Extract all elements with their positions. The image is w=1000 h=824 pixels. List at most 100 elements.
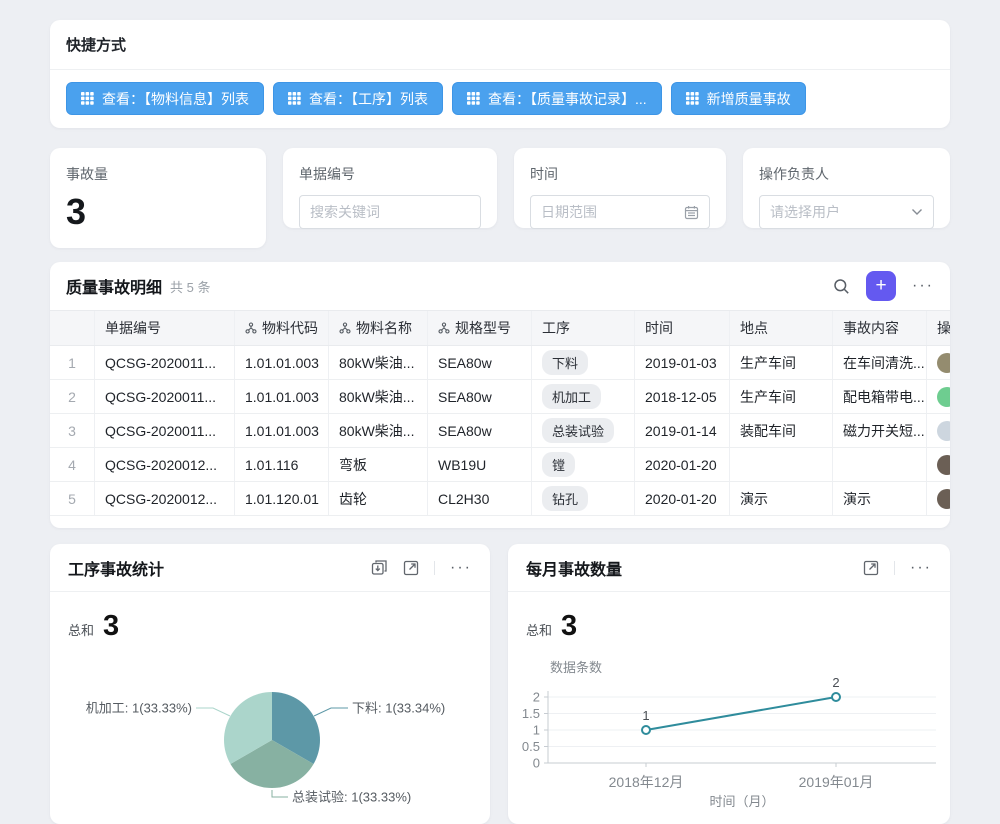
process-cell: 总装试验: [532, 414, 635, 447]
shortcut-button-label: 查看：【质量事故记录】...: [488, 90, 647, 107]
shortcuts-title: 快捷方式: [50, 20, 950, 70]
process-cell: 镗: [532, 448, 635, 481]
place-cell: [730, 448, 833, 481]
row-number-cell: 3: [50, 414, 95, 447]
content-cell: [833, 448, 927, 481]
column-header-cell[interactable]: 物料名称: [329, 311, 428, 345]
process-tag: 钻孔: [542, 486, 589, 511]
column-header-cell[interactable]: 规格型号: [428, 311, 532, 345]
content-cell: 磁力开关短...: [833, 414, 927, 447]
row-number-header-cell: [50, 311, 95, 345]
download-icon[interactable]: [371, 559, 388, 576]
process-pie-chart[interactable]: 下料: 1(33.34%) 总装试验: 1(33.33%) 机加工: 1(33.33…: [50, 644, 490, 824]
date-cell: 2020-01-20: [635, 448, 730, 481]
avatar[interactable]: [937, 454, 950, 475]
doc-number-label: 单据编号: [299, 166, 355, 182]
column-header-cell[interactable]: 单据编号: [95, 311, 235, 345]
filter-card-time: 时间 日期范围: [514, 148, 726, 229]
table-row[interactable]: 4 QCSG-2020012... 1.01.116 弯板 WB19U 镗 2020-01-…: [50, 448, 950, 482]
pie-slice-label: 机加工: 1(33.33%): [86, 701, 192, 716]
more-icon[interactable]: ···: [910, 558, 932, 576]
stat-card-accidents: 事故量 3: [50, 148, 266, 248]
row-number-cell: 1: [50, 346, 95, 379]
shortcut-button-label: 查看：【工序】列表: [309, 90, 428, 107]
material-name-cell: 80kW柴油...: [329, 346, 428, 379]
data-point[interactable]: [831, 692, 841, 702]
owner-cell: [927, 346, 950, 379]
pie-total-row: 总和 3: [50, 592, 490, 643]
avatar[interactable]: [937, 420, 950, 441]
owner-cell: [927, 414, 950, 447]
place-cell: 生产车间: [730, 380, 833, 413]
line-total-row: 总和 3: [508, 592, 950, 643]
data-point[interactable]: [641, 725, 651, 735]
shortcut-button[interactable]: 查看：【工序】列表: [273, 82, 443, 115]
date-cell: 2019-01-14: [635, 414, 730, 447]
y-axis-title: 数据条数: [550, 660, 602, 675]
open-in-new-icon[interactable]: [863, 560, 879, 576]
pie-label-line: [196, 707, 231, 717]
shortcut-button[interactable]: 查看：【质量事故记录】...: [452, 82, 662, 115]
search-icon[interactable]: [833, 278, 850, 295]
grid-icon: [467, 92, 480, 105]
doc-number-cell: QCSG-2020012...: [95, 482, 235, 515]
column-header-cell[interactable]: 事故内容: [833, 311, 927, 345]
column-header-cell[interactable]: 时间: [635, 311, 730, 345]
date-range-input[interactable]: 日期范围: [530, 195, 710, 229]
place-cell: 演示: [730, 482, 833, 515]
monthly-accidents-card: 每月事故数量 ··· 总和 3 0 0.5 1 1.5 2 数据条数 时间（月） 2018年1…: [508, 544, 950, 824]
pie-slice-机加工[interactable]: [224, 692, 272, 764]
line-card-title: 每月事故数量: [526, 561, 623, 579]
column-header-cell[interactable]: 地点: [730, 311, 833, 345]
column-header-label: 地点: [740, 320, 768, 336]
table-row[interactable]: 3 QCSG-2020011... 1.01.01.003 80kW柴油... SEA8…: [50, 414, 950, 448]
toolbar-divider: [894, 560, 896, 575]
material-code-cell: 1.01.01.003: [235, 414, 329, 447]
column-header-cell[interactable]: 操作负责人: [927, 311, 950, 345]
doc-number-search-input[interactable]: 搜索关键词: [299, 195, 481, 229]
shortcut-button[interactable]: 新增质量事故: [670, 82, 806, 115]
y-tick-label: 1.5: [522, 706, 540, 721]
pie-slice-下料[interactable]: [272, 692, 320, 764]
pie-label-line: [271, 790, 288, 798]
calendar-icon: [684, 205, 699, 220]
add-record-button[interactable]: +: [866, 271, 897, 301]
process-tag: 下料: [542, 350, 589, 375]
filter-card-doc-number: 单据编号 搜索关键词: [283, 148, 497, 229]
y-tick-label: 2: [533, 690, 540, 705]
avatar[interactable]: [937, 488, 950, 509]
grid-icon: [81, 92, 94, 105]
relation-icon: [339, 322, 351, 334]
owner-select[interactable]: 请选择用户: [759, 195, 934, 229]
column-header-cell[interactable]: 物料代码: [235, 311, 329, 345]
column-header-label: 操作负责人: [937, 320, 950, 336]
shortcut-button[interactable]: 查看：【物料信息】列表: [66, 82, 264, 115]
stat-value: 3: [66, 191, 87, 232]
column-header-cell[interactable]: 工序: [532, 311, 635, 345]
column-header-label: 单据编号: [105, 320, 161, 336]
column-header-label: 工序: [542, 320, 570, 336]
avatar[interactable]: [937, 352, 950, 373]
more-icon[interactable]: ···: [912, 277, 934, 294]
process-cell: 下料: [532, 346, 635, 379]
doc-number-placeholder: 搜索关键词: [310, 204, 380, 220]
pie-label-line: [313, 707, 348, 717]
material-code-cell: 1.01.120.01: [235, 482, 329, 515]
filter-card-owner: 操作负责人 请选择用户: [743, 148, 950, 229]
table-body: 1 QCSG-2020011... 1.01.01.003 80kW柴油... SEA8…: [50, 346, 950, 516]
x-tick-label: 2019年01月: [799, 774, 874, 790]
pie-total-label: 总和: [68, 623, 95, 638]
line-total-value: 3: [561, 610, 578, 642]
spec-model-cell: SEA80w: [428, 380, 532, 413]
owner-label: 操作负责人: [759, 166, 829, 182]
table-header-row: 单据编号 物料代码 物料名称 规格型号 工序 时间 地点 事故内容 操作负责人: [50, 310, 950, 346]
more-icon[interactable]: ···: [450, 558, 472, 576]
line-card-header: 每月事故数量 ···: [508, 544, 950, 592]
table-row[interactable]: 5 QCSG-2020012... 1.01.120.01 齿轮 CL2H30 钻孔 202…: [50, 482, 950, 516]
table-row[interactable]: 1 QCSG-2020011... 1.01.01.003 80kW柴油... SEA8…: [50, 346, 950, 380]
table-header-bar: 质量事故明细 共 5 条 + ···: [50, 262, 950, 310]
open-in-new-icon[interactable]: [403, 560, 419, 576]
avatar[interactable]: [937, 386, 950, 407]
table-row[interactable]: 2 QCSG-2020011... 1.01.01.003 80kW柴油... SEA8…: [50, 380, 950, 414]
